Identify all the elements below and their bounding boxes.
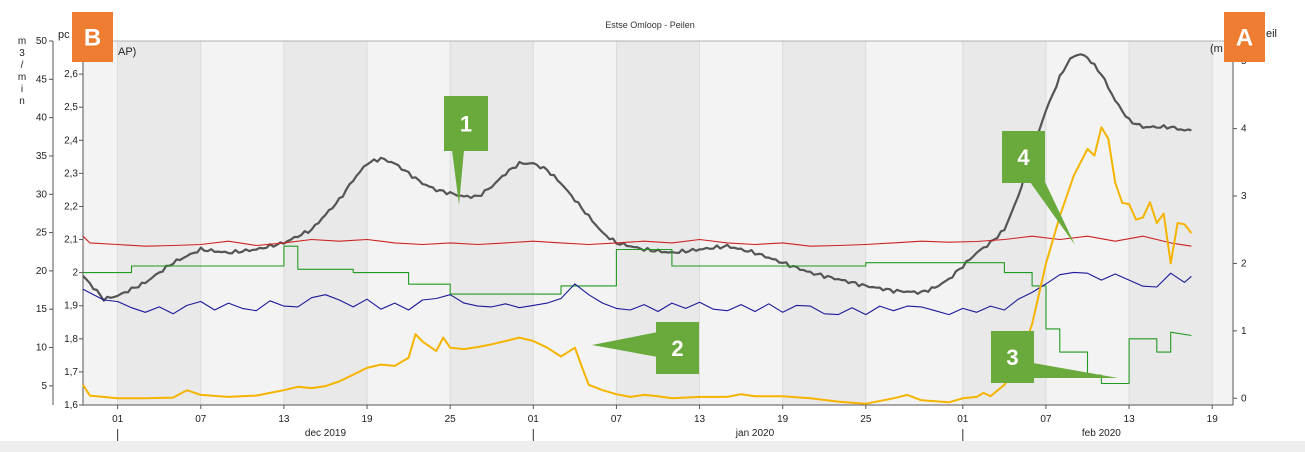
left-outer-axis-label-letter: i [21,84,23,95]
x-tick-label: 07 [611,414,623,425]
left-outer-axis-label-letter: m [18,36,26,47]
series-line-1 [82,53,1192,302]
right-tick-label: 3 [1241,191,1247,202]
series-line-4 [82,271,1192,316]
chart-title: Estse Omloop - Peilen [605,20,695,30]
bottom-strip [0,441,1305,452]
left-outer-tick-label: 15 [36,304,48,315]
left-outer-axis-label-letter: m [18,72,26,83]
x-tick-label: 25 [860,414,872,425]
left-inner-tick-label: 1,8 [64,334,78,345]
left-inner-tick-label: 2,5 [64,102,78,113]
month-label: dec 2019 [305,428,347,439]
month-label: jan 2020 [735,428,775,439]
annotation-3-box [991,331,1034,383]
series-line-5 [82,126,1193,405]
series-group [82,53,1193,405]
right-tick-label: 1 [1241,326,1247,337]
grid-band [283,41,368,405]
grid-band [782,41,866,405]
annotation-3-pointer [1033,363,1118,378]
left-inner-tick-label: 1,6 [64,400,78,411]
x-tick-label: 13 [1124,414,1136,425]
left-inner-tick-label: 2,4 [64,135,78,146]
left-inner-axis-label-1: pc [58,29,70,41]
series-line-3 [83,245,1192,385]
left-inner-tick-label: 2,6 [64,69,78,80]
annotation-4-pointer [1030,182,1075,245]
left-inner-tick-label: 2,2 [64,201,78,212]
left-outer-tick-label: 30 [36,189,48,200]
left-inner-axis-label-2: AP) [118,46,136,58]
right-tick-label: 0 [1241,393,1247,404]
x-tick-label: 07 [195,414,207,425]
x-tick-label: 19 [361,414,373,425]
x-tick-label: 19 [1207,414,1219,425]
annotation-4-label: 4 [1017,145,1030,170]
annotation-1-pointer [452,150,464,205]
left-inner-tick-label: 2 [72,268,78,279]
left-inner-tick-label: 2,3 [64,168,78,179]
x-tick-label: 01 [112,414,124,425]
annotation-4-box [1002,131,1045,183]
x-tick-label: 19 [777,414,789,425]
annotations: 1 2 3 4 A B [72,12,1265,383]
annotation-1-label: 1 [460,111,472,136]
right-axis-label-2: (m [1210,43,1223,55]
grid-band [117,41,201,405]
annotation-a-box [1224,12,1265,62]
left-outer-tick-label: 35 [36,151,48,162]
left-outer-tick-label: 5 [41,381,47,392]
right-tick-label: 2 [1241,258,1247,269]
left-inner-tick-label: 1,9 [64,301,78,312]
annotation-a-label: A [1236,25,1253,52]
left-outer-axis-label-letter: n [19,96,25,107]
x-tick-label: 13 [694,414,706,425]
grid-band [450,41,534,405]
left-inner-tick-label: 2,1 [64,235,78,246]
annotation-b-label: B [84,25,101,52]
month-label: feb 2020 [1082,428,1121,439]
series-line-2 [82,235,1192,247]
right-tick-label: 4 [1241,124,1247,135]
x-tick-label: 25 [445,414,457,425]
left-outer-tick-label: 25 [36,228,48,239]
x-tick-label: 13 [278,414,290,425]
left-outer-axis-label-letter: 3 [19,48,25,59]
x-tick-label: 01 [528,414,540,425]
left-outer-tick-label: 10 [36,343,48,354]
x-tick-label: 01 [957,414,969,425]
right-axis-label-1: eil [1266,28,1277,40]
annotation-2-box [656,322,699,374]
left-inner-tick-label: 1,7 [64,367,78,378]
left-outer-tick-label: 45 [36,74,48,85]
x-tick-label: 07 [1040,414,1052,425]
left-outer-tick-label: 50 [36,36,48,47]
axes: 5101520253035404550m3/min1,61,71,81,922,… [0,36,1305,452]
annotation-2-label: 2 [671,336,683,361]
annotation-1-box [444,96,488,151]
left-outer-tick-label: 20 [36,266,48,277]
left-outer-axis-label-letter: / [21,60,24,71]
annotation-b-box [72,12,113,62]
left-outer-tick-label: 40 [36,113,48,124]
annotation-3-label: 3 [1006,345,1018,370]
annotation-2-pointer [592,332,658,357]
